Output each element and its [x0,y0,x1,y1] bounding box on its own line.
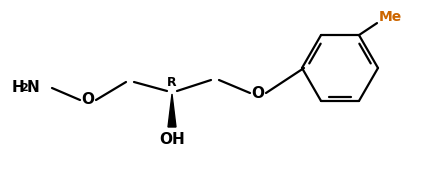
Text: N: N [27,80,40,95]
Text: 2: 2 [20,83,28,93]
Polygon shape [168,94,176,127]
Text: Me: Me [379,10,402,24]
Text: O: O [251,85,265,100]
Text: H: H [12,80,25,95]
Text: O: O [82,92,94,107]
Text: OH: OH [159,132,185,147]
Text: R: R [167,75,177,88]
